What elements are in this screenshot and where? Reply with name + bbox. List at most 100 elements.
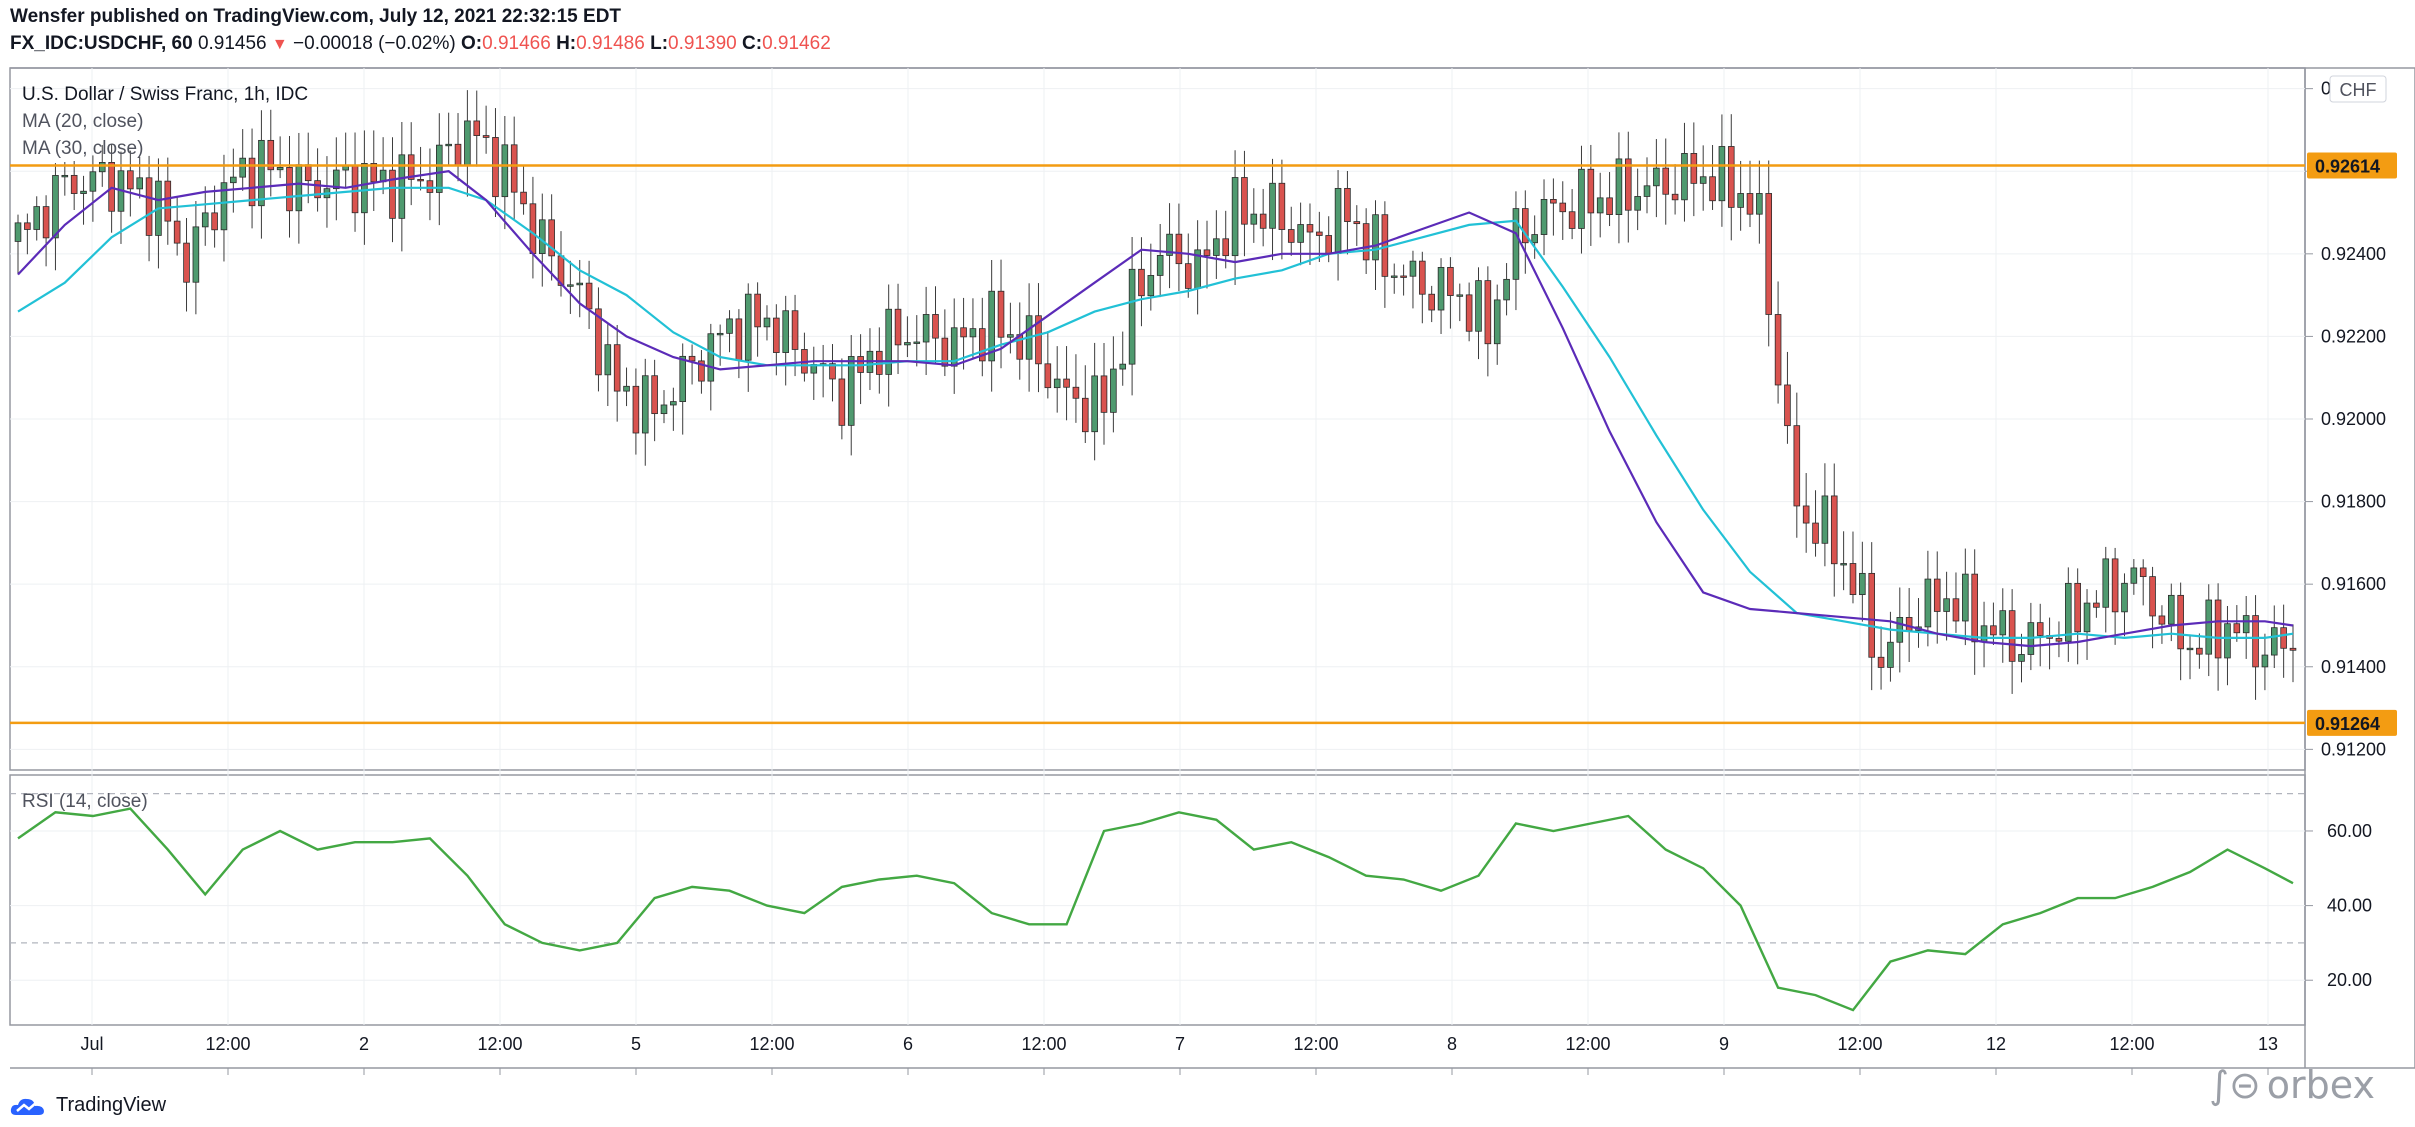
candle-up bbox=[708, 334, 714, 381]
candle-up bbox=[2000, 611, 2006, 635]
candle-up bbox=[642, 376, 648, 433]
candle-up bbox=[970, 329, 976, 337]
rsi-title: RSI (14, close) bbox=[22, 791, 148, 812]
candle-up bbox=[2225, 624, 2231, 658]
candle-down bbox=[1588, 169, 1594, 213]
candle-up bbox=[848, 356, 854, 425]
candle-down bbox=[1551, 199, 1557, 203]
candle-down bbox=[1363, 224, 1369, 260]
candle-up bbox=[605, 345, 611, 375]
candle-up bbox=[2122, 583, 2128, 612]
candle-up bbox=[727, 319, 733, 333]
candle-down bbox=[493, 137, 499, 196]
candle-up bbox=[886, 309, 892, 374]
time-tick-label: Jul bbox=[80, 1034, 103, 1054]
candle-down bbox=[1223, 239, 1229, 256]
candle-down bbox=[212, 213, 218, 230]
candle-down bbox=[1307, 225, 1313, 233]
candle-down bbox=[71, 175, 77, 193]
tradingview-logo[interactable]: TradingView bbox=[10, 1094, 166, 1117]
candle-up bbox=[1457, 295, 1463, 297]
price-tick-label: 0.92200 bbox=[2321, 326, 2386, 346]
candle-up bbox=[1644, 186, 1650, 197]
candle-down bbox=[1991, 626, 1997, 635]
candle-up bbox=[567, 285, 573, 287]
candle-down bbox=[43, 207, 49, 238]
candle-up bbox=[2271, 628, 2277, 655]
candle-down bbox=[174, 221, 180, 243]
candle-up bbox=[624, 386, 630, 391]
candle-down bbox=[24, 223, 30, 230]
candle-down bbox=[390, 170, 396, 218]
candle-up bbox=[2019, 654, 2025, 661]
candle-up bbox=[436, 145, 442, 192]
candle-down bbox=[1831, 496, 1837, 564]
candle-down bbox=[521, 192, 527, 204]
candle-up bbox=[1513, 209, 1519, 280]
candle-down bbox=[1448, 267, 1454, 295]
time-tick-label: 12:00 bbox=[749, 1034, 794, 1054]
candle-up bbox=[1944, 599, 1950, 612]
candle-down bbox=[1466, 295, 1472, 331]
price-tick-label: 0.92000 bbox=[2321, 409, 2386, 429]
candle-down bbox=[474, 121, 480, 136]
candle-up bbox=[2206, 600, 2212, 654]
candle-down bbox=[1279, 183, 1285, 229]
candle-down bbox=[1850, 563, 1856, 594]
candle-up bbox=[1232, 177, 1238, 255]
candle-down bbox=[1419, 261, 1425, 294]
candle-up bbox=[1270, 183, 1276, 228]
candle-up bbox=[81, 191, 87, 193]
candle-down bbox=[1260, 214, 1266, 228]
candle-down bbox=[1401, 276, 1407, 278]
candle-up bbox=[1579, 169, 1585, 228]
candle-up bbox=[99, 162, 105, 171]
candle-down bbox=[689, 356, 695, 361]
candle-up bbox=[1700, 177, 1706, 184]
rsi-pane-frame bbox=[10, 775, 2305, 1025]
candle-up bbox=[240, 158, 246, 177]
candles-group bbox=[15, 90, 2296, 700]
candle-down bbox=[2094, 603, 2100, 607]
candle-up bbox=[1822, 496, 1828, 543]
candle-up bbox=[34, 207, 40, 230]
candle-up bbox=[446, 144, 452, 146]
candle-up bbox=[1682, 153, 1688, 199]
candle-up bbox=[923, 314, 929, 342]
candle-down bbox=[1972, 574, 1978, 642]
candle-down bbox=[1429, 294, 1435, 310]
candle-up bbox=[90, 172, 96, 191]
candle-up bbox=[502, 145, 508, 197]
candle-down bbox=[1710, 177, 1716, 201]
candle-up bbox=[1157, 255, 1163, 275]
candle-up bbox=[783, 311, 789, 353]
candle-down bbox=[1354, 222, 1360, 224]
candle-up bbox=[1298, 225, 1304, 243]
time-tick-label: 13 bbox=[2258, 1034, 2278, 1054]
candle-down bbox=[1766, 193, 1772, 314]
candle-down bbox=[2215, 600, 2221, 658]
candle-up bbox=[1962, 574, 1968, 621]
candle-up bbox=[277, 167, 283, 169]
candle-down bbox=[2056, 638, 2062, 641]
candle-down bbox=[1663, 168, 1669, 194]
candle-down bbox=[1073, 387, 1079, 398]
candle-up bbox=[1653, 168, 1659, 186]
candle-down bbox=[1485, 281, 1491, 344]
candle-down bbox=[305, 165, 311, 181]
candle-up bbox=[1841, 563, 1847, 565]
candle-down bbox=[1869, 573, 1875, 657]
candle-up bbox=[1719, 146, 1725, 200]
orbex-swirl-icon: ∫⊝ bbox=[2209, 1063, 2261, 1107]
candle-up bbox=[2084, 603, 2090, 632]
candle-up bbox=[1373, 215, 1379, 260]
candle-up bbox=[914, 342, 920, 344]
time-tick-label: 12:00 bbox=[1837, 1034, 1882, 1054]
candle-up bbox=[1213, 239, 1219, 256]
candle-up bbox=[1110, 369, 1116, 412]
candle-up bbox=[661, 405, 667, 414]
candle-up bbox=[1251, 214, 1257, 224]
orbex-text: orbex bbox=[2267, 1063, 2375, 1107]
candle-down bbox=[1204, 250, 1210, 256]
